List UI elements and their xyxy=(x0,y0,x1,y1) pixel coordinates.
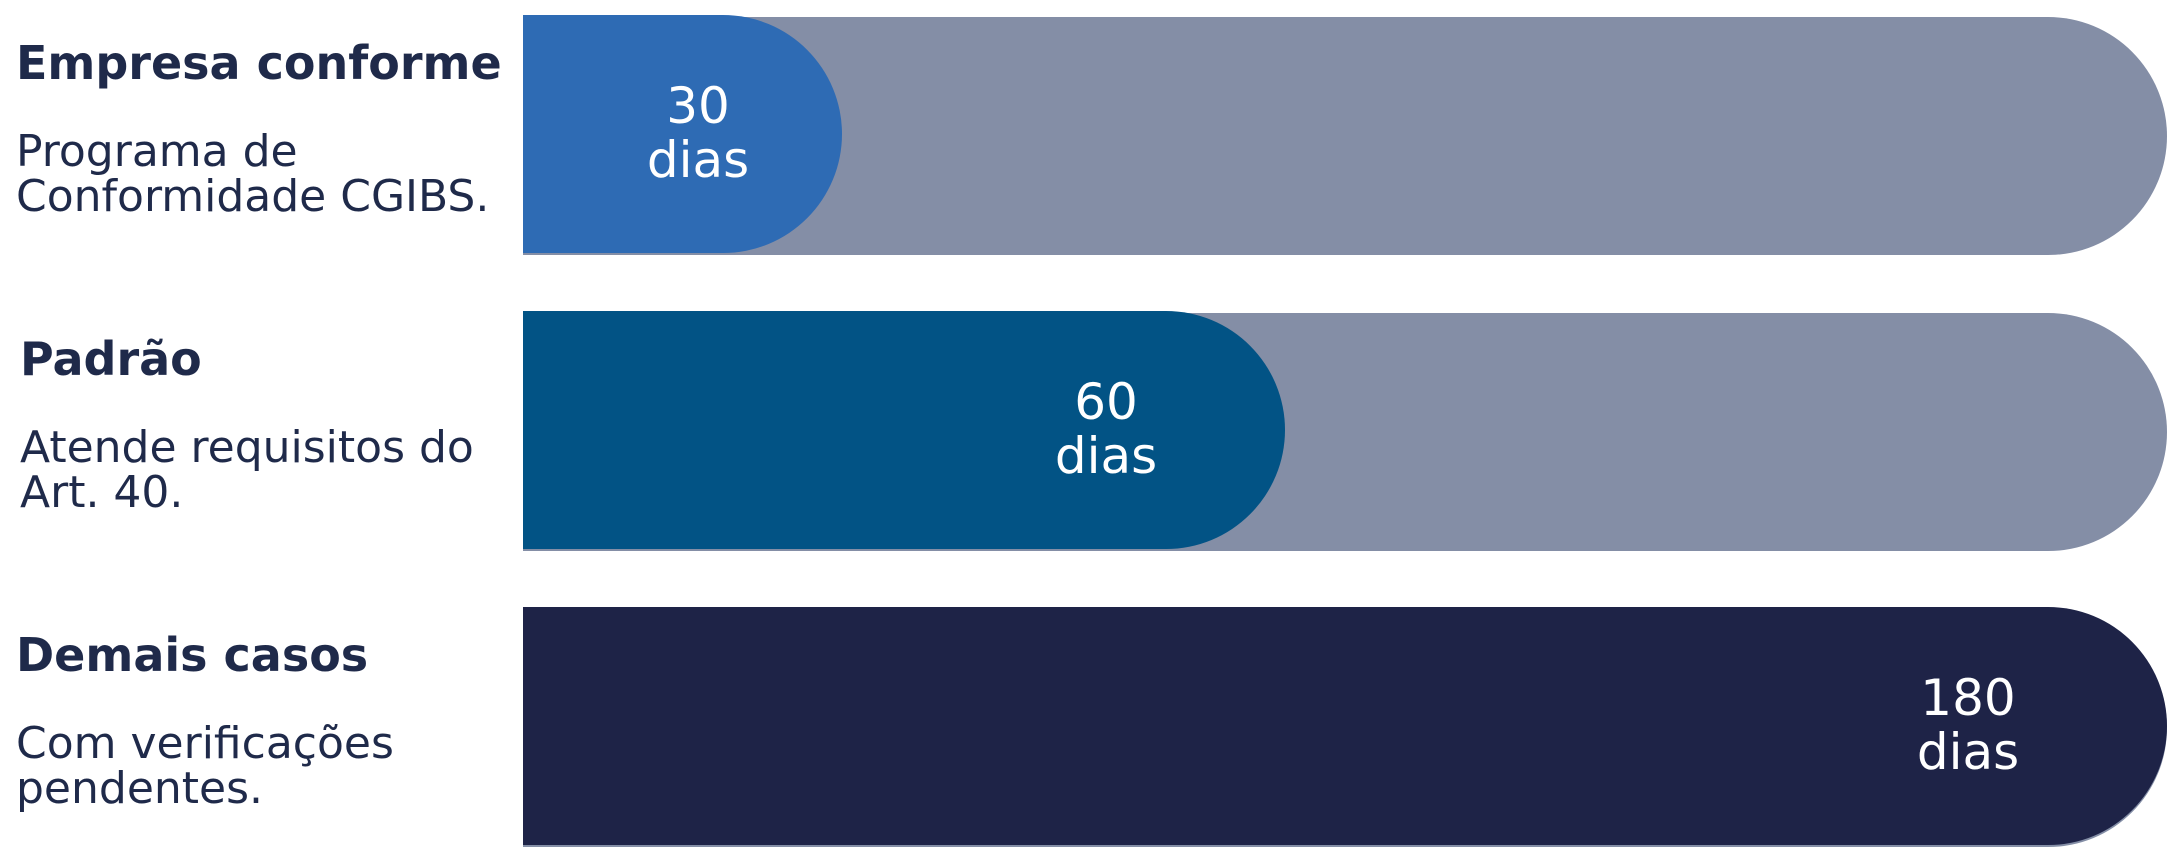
bar-unit-label: dias xyxy=(1055,427,1157,485)
bar-fill xyxy=(523,15,842,253)
bar-fill xyxy=(523,607,2167,845)
bar-value-label: 180 xyxy=(1920,669,2015,727)
bar-row-demais-casos: Demais casos Com verificações pendentes.… xyxy=(0,592,2172,847)
row-title: Demais casos xyxy=(16,628,369,682)
bar-value-label: 30 xyxy=(666,77,730,135)
row-description: Atende requisitos do Art. 40. xyxy=(20,422,474,518)
row-description: Com verificações pendentes. xyxy=(16,718,394,814)
row-description: Programa de Conformidade CGIBS. xyxy=(16,126,490,222)
row-label: Padrão Atende requisitos do Art. 40. xyxy=(16,296,516,536)
bar-value-label: 60 xyxy=(1074,373,1138,431)
row-title: Empresa conforme xyxy=(16,36,502,90)
bar-fill xyxy=(523,311,1285,549)
bar-track xyxy=(603,17,2167,255)
row-title: Padrão xyxy=(20,332,202,386)
bar-row-empresa-conforme: Empresa conforme Programa de Conformidad… xyxy=(0,0,2172,255)
row-label: Empresa conforme Programa de Conformidad… xyxy=(16,0,516,240)
row-label: Demais casos Com verificações pendentes. xyxy=(16,592,516,832)
bar-row-padrao: Padrão Atende requisitos do Art. 40. 60 d… xyxy=(0,296,2172,551)
bar-unit-label: dias xyxy=(1917,723,2019,781)
bar-unit-label: dias xyxy=(647,131,749,189)
